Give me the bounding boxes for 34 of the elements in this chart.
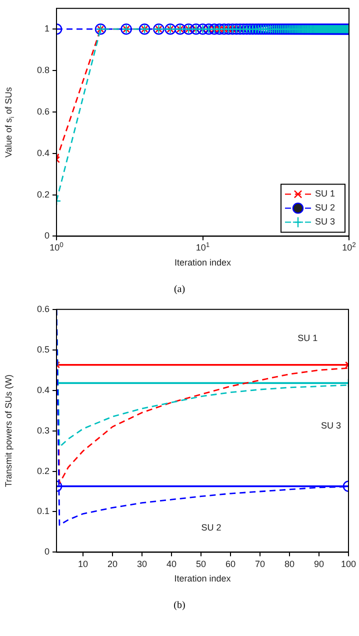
legend-label: SU 1 <box>315 188 336 199</box>
text: (b) <box>172 599 186 613</box>
legend-label: SU 3 <box>315 216 336 227</box>
y-tick-label: 0.4 <box>36 148 50 158</box>
x-tick-label: 10 <box>78 559 88 570</box>
y-tick-label: 0.2 <box>36 189 50 200</box>
x-tick-label: 20 <box>108 559 118 570</box>
y-axis-title: Transmit powers of SUs (W) <box>3 374 14 488</box>
x-tick-label: 50 <box>196 559 206 570</box>
y-tick-label: 0.6 <box>36 106 50 116</box>
annotation: SU 1 <box>298 333 318 344</box>
annotation: SU 2 <box>201 522 222 532</box>
x-axis-title: Iteration index <box>174 258 232 268</box>
x-tick-label: 100 <box>340 559 356 570</box>
y-tick-label: 0.1 <box>36 506 50 516</box>
y-tick-label: 0.5 <box>36 344 50 354</box>
x-tick-label: 60 <box>226 559 236 570</box>
x-tick-label: 80 <box>284 559 295 570</box>
y-tick-label: 0 <box>44 230 50 241</box>
legend-label: SU 2 <box>315 202 336 213</box>
x-tick-label: 70 <box>255 559 266 570</box>
x-tick-label: 90 <box>314 559 324 570</box>
y-tick-label: 0.4 <box>36 384 50 395</box>
x-tick-label: 30 <box>137 559 148 570</box>
y-tick-label: 0.2 <box>36 466 50 476</box>
x-axis-title: Iteration index <box>174 574 232 584</box>
annotation: SU 3 <box>320 420 341 430</box>
text: (a) <box>172 283 186 297</box>
y-tick-label: 0.3 <box>36 425 50 436</box>
y-tick-label: 0 <box>44 546 50 557</box>
y-tick-label: 0.8 <box>36 65 50 76</box>
x-tick-label: 40 <box>166 559 177 570</box>
y-tick-label: 1 <box>44 24 50 34</box>
y-tick-label: 0.6 <box>36 304 50 314</box>
